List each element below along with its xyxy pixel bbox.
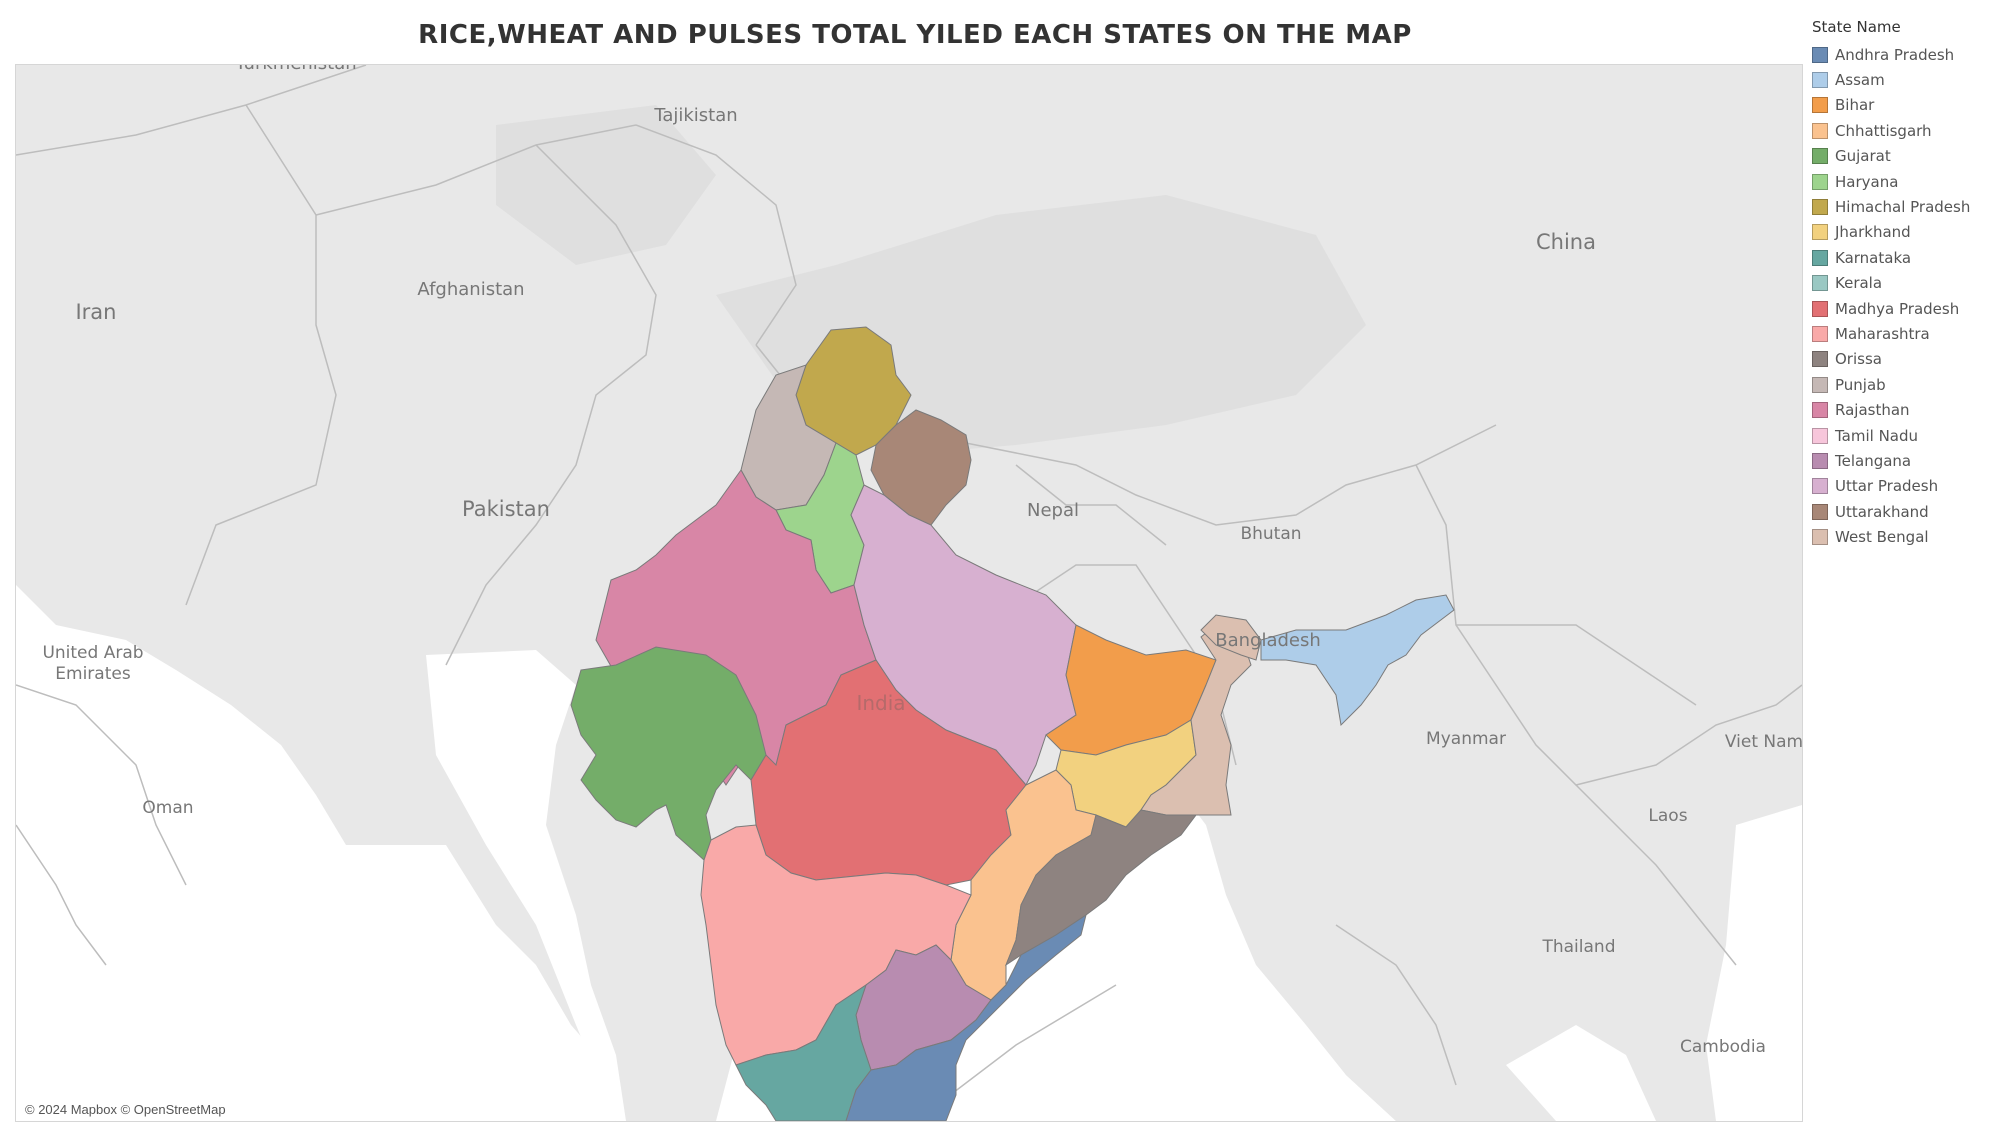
legend-item[interactable]: Assam xyxy=(1812,67,1997,92)
legend-label: Telangana xyxy=(1835,451,1912,470)
legend-item[interactable]: Chhattisgarh xyxy=(1812,118,1997,143)
label-turkmenistan: Turkmenistan xyxy=(234,65,356,74)
legend-swatch xyxy=(1812,224,1828,241)
legend-label: West Bengal xyxy=(1835,528,1929,547)
legend-item[interactable]: Madhya Pradesh xyxy=(1812,296,1997,321)
legend-label: Assam xyxy=(1835,71,1885,90)
label-emirates: Emirates xyxy=(55,664,131,684)
legend-label: Himachal Pradesh xyxy=(1835,198,1971,217)
legend-item[interactable]: Rajasthan xyxy=(1812,397,1997,422)
state-sikkim-bengal-north[interactable] xyxy=(1200,614,1262,661)
legend-swatch xyxy=(1812,351,1828,368)
label-bhutan: Bhutan xyxy=(1240,524,1301,544)
india-states[interactable] xyxy=(570,326,1455,1121)
legend-item[interactable]: Haryana xyxy=(1812,169,1997,194)
legend-item[interactable]: Karnataka xyxy=(1812,245,1997,270)
state-assam[interactable] xyxy=(1260,594,1455,727)
state-karnataka[interactable] xyxy=(735,983,872,1121)
legend-item[interactable]: Himachal Pradesh xyxy=(1812,194,1997,219)
legend-swatch xyxy=(1812,46,1828,63)
legend-label: Madhya Pradesh xyxy=(1835,299,1960,318)
map-view[interactable]: Turkmenistan Tajikistan Afghanistan Iran… xyxy=(15,64,1803,1122)
legend-swatch xyxy=(1812,325,1828,342)
country-borders xyxy=(16,65,1802,1121)
legend-item[interactable]: Maharashtra xyxy=(1812,321,1997,346)
legend-label: Jharkhand xyxy=(1835,223,1911,242)
label-india: India xyxy=(856,691,905,715)
legend-label: Karnataka xyxy=(1835,248,1912,267)
map-title: RICE,WHEAT AND PULSES TOTAL YILED EACH S… xyxy=(418,20,1412,50)
legend-swatch xyxy=(1812,503,1828,520)
legend-swatch xyxy=(1812,402,1828,419)
legend-title: State Name xyxy=(1812,18,1901,36)
label-thailand: Thailand xyxy=(1541,937,1615,957)
legend-label: Andhra Pradesh xyxy=(1835,45,1955,64)
legend-swatch xyxy=(1812,122,1828,139)
label-afghanistan: Afghanistan xyxy=(417,279,524,300)
legend-swatch xyxy=(1812,529,1828,546)
legend-label: Bihar xyxy=(1835,96,1875,115)
legend-item[interactable]: Andhra Pradesh xyxy=(1812,42,1997,67)
label-laos: Laos xyxy=(1648,806,1687,826)
legend-swatch xyxy=(1812,148,1828,165)
state-chhattisgarh[interactable] xyxy=(950,769,1097,1001)
legend-item[interactable]: West Bengal xyxy=(1812,524,1997,549)
label-pakistan: Pakistan xyxy=(462,497,550,521)
legend-label: Maharashtra xyxy=(1835,324,1930,343)
legend-swatch xyxy=(1812,72,1828,89)
state-uttar-pradesh[interactable] xyxy=(850,484,1077,786)
legend-item[interactable]: Uttarakhand xyxy=(1812,499,1997,524)
legend-swatch xyxy=(1812,173,1828,190)
legend-swatch xyxy=(1812,97,1828,114)
label-united-arab: United Arab xyxy=(42,643,143,663)
legend-item[interactable]: Bihar xyxy=(1812,93,1997,118)
legend-label: Haryana xyxy=(1835,172,1899,191)
map-canvas[interactable]: Turkmenistan Tajikistan Afghanistan Iran… xyxy=(16,65,1802,1121)
label-nepal: Nepal xyxy=(1027,500,1079,521)
legend: State Name Andhra Pradesh Assam Bihar Ch… xyxy=(1812,18,1997,550)
legend-item[interactable]: Telangana xyxy=(1812,448,1997,473)
legend-label: Chhattisgarh xyxy=(1835,121,1932,140)
label-viet-nam: Viet Nam xyxy=(1725,732,1802,752)
legend-item[interactable]: Orissa xyxy=(1812,347,1997,372)
legend-item[interactable]: Tamil Nadu xyxy=(1812,423,1997,448)
legend-item[interactable]: Jharkhand xyxy=(1812,220,1997,245)
label-china: China xyxy=(1536,230,1596,254)
legend-item[interactable]: Kerala xyxy=(1812,271,1997,296)
legend-label: Orissa xyxy=(1835,350,1882,369)
label-tajikistan: Tajikistan xyxy=(653,105,737,126)
label-iran: Iran xyxy=(75,300,116,324)
legend-swatch xyxy=(1812,249,1828,266)
legend-item[interactable]: Punjab xyxy=(1812,372,1997,397)
legend-label: Gujarat xyxy=(1835,147,1891,166)
legend-label: Punjab xyxy=(1835,375,1886,394)
map-attribution[interactable]: © 2024 Mapbox © OpenStreetMap xyxy=(25,1102,226,1117)
legend-swatch xyxy=(1812,275,1828,292)
label-bangladesh: Bangladesh xyxy=(1215,630,1321,651)
legend-item[interactable]: Uttar Pradesh xyxy=(1812,474,1997,499)
state-andhra-pradesh[interactable] xyxy=(845,913,1087,1121)
legend-swatch xyxy=(1812,376,1828,393)
legend-swatch xyxy=(1812,300,1828,317)
legend-label: Rajasthan xyxy=(1835,401,1910,420)
legend-swatch xyxy=(1812,199,1828,216)
legend-swatch xyxy=(1812,427,1828,444)
label-myanmar: Myanmar xyxy=(1426,729,1506,749)
legend-item[interactable]: Gujarat xyxy=(1812,144,1997,169)
legend-label: Kerala xyxy=(1835,274,1883,293)
legend-swatch xyxy=(1812,478,1828,495)
terrain-shading xyxy=(496,105,1366,455)
label-cambodia: Cambodia xyxy=(1680,1037,1766,1057)
legend-label: Uttar Pradesh xyxy=(1835,477,1939,496)
legend-swatch xyxy=(1812,452,1828,469)
legend-label: Tamil Nadu xyxy=(1835,426,1919,445)
label-oman: Oman xyxy=(142,798,193,818)
country-labels: Turkmenistan Tajikistan Afghanistan Iran… xyxy=(42,65,1802,1057)
legend-label: Uttarakhand xyxy=(1835,502,1929,521)
